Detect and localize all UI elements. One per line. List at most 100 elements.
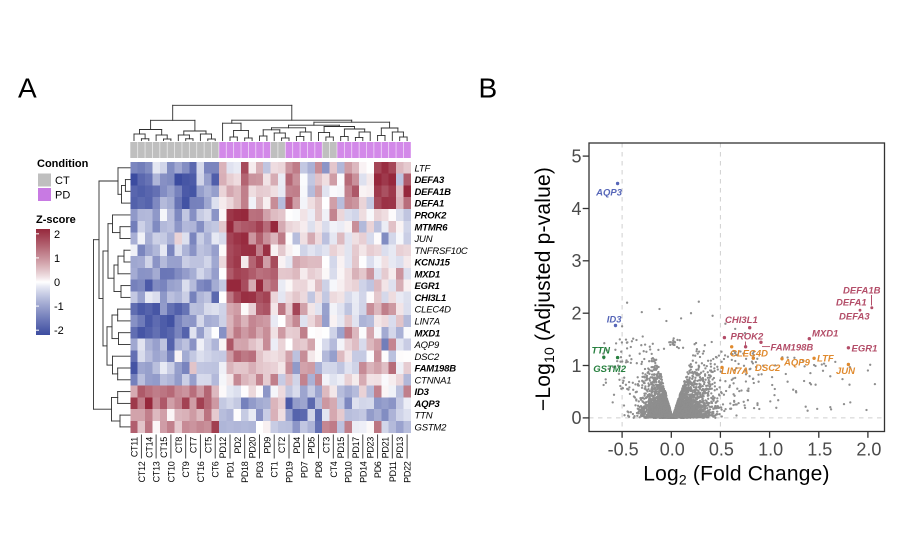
svg-text:−Log10 (Adjusted p-value): −Log10 (Adjusted p-value) (532, 167, 557, 411)
svg-text:CT: CT (55, 175, 70, 187)
svg-text:B: B (479, 73, 498, 104)
svg-text:PD3: PD3 (255, 461, 265, 478)
svg-text:MXD1: MXD1 (812, 328, 838, 339)
svg-text:DSC2: DSC2 (415, 352, 440, 363)
svg-text:PD20: PD20 (248, 437, 258, 459)
svg-text:1: 1 (571, 356, 581, 376)
svg-text:PD1: PD1 (226, 461, 236, 478)
svg-text:4: 4 (571, 199, 581, 219)
svg-text:CT3: CT3 (321, 437, 331, 453)
svg-text:AQP3: AQP3 (414, 399, 441, 410)
svg-text:FAM198B: FAM198B (771, 343, 814, 354)
svg-text:CT9: CT9 (181, 461, 191, 477)
svg-text:GSTM2: GSTM2 (415, 423, 448, 434)
svg-text:-2: -2 (54, 325, 64, 337)
svg-text:DEFA1B: DEFA1B (843, 286, 881, 297)
svg-text:TTN: TTN (592, 346, 612, 357)
svg-text:CT13: CT13 (152, 461, 162, 482)
svg-text:PD2: PD2 (233, 437, 243, 454)
svg-text:PD13: PD13 (395, 437, 405, 459)
svg-text:ID3: ID3 (415, 387, 430, 398)
svg-text:Z-score: Z-score (36, 214, 76, 226)
svg-text:PD15: PD15 (336, 437, 346, 459)
svg-text:2: 2 (571, 304, 581, 324)
svg-text:1.5: 1.5 (807, 440, 832, 460)
svg-text:CLEC4D: CLEC4D (415, 305, 452, 316)
svg-text:LIN7A: LIN7A (415, 317, 440, 328)
svg-text:CHI3L1: CHI3L1 (725, 315, 758, 326)
svg-text:CT5: CT5 (203, 437, 213, 453)
svg-text:CT4: CT4 (329, 461, 339, 477)
svg-text:MXD1: MXD1 (415, 328, 441, 339)
svg-text:PD7: PD7 (299, 461, 309, 478)
svg-text:DEFA1: DEFA1 (836, 297, 867, 308)
svg-text:CTNNA1: CTNNA1 (415, 375, 452, 386)
svg-text:PD4: PD4 (292, 437, 302, 454)
svg-text:TTN: TTN (415, 411, 433, 422)
svg-text:DEFA3: DEFA3 (839, 312, 870, 323)
svg-text:MXD1: MXD1 (415, 269, 441, 280)
svg-text:1: 1 (54, 253, 60, 265)
svg-text:-1: -1 (54, 301, 64, 313)
svg-text:A: A (18, 73, 37, 104)
svg-text:CT16: CT16 (196, 461, 206, 482)
svg-text:CHI3L1: CHI3L1 (415, 293, 447, 304)
svg-text:PD: PD (55, 190, 70, 202)
svg-text:AQP3: AQP3 (595, 188, 623, 199)
svg-text:PD10: PD10 (344, 461, 354, 483)
svg-text:PD11: PD11 (388, 461, 398, 482)
svg-text:AQP9: AQP9 (783, 358, 811, 369)
svg-text:PD5: PD5 (307, 437, 317, 454)
svg-text:PD12: PD12 (218, 437, 228, 459)
svg-text:0: 0 (54, 277, 60, 289)
svg-text:FAM198B: FAM198B (415, 364, 457, 375)
svg-text:CT10: CT10 (166, 461, 176, 482)
svg-text:MTMR6: MTMR6 (415, 222, 449, 233)
svg-text:TNFRSF10C: TNFRSF10C (415, 246, 468, 257)
svg-text:CT12: CT12 (137, 461, 147, 482)
svg-text:CT6: CT6 (211, 461, 221, 477)
svg-text:0.5: 0.5 (709, 440, 734, 460)
svg-text:PD17: PD17 (351, 437, 361, 459)
svg-text:CT2: CT2 (277, 437, 287, 453)
svg-text:2.0: 2.0 (856, 440, 881, 460)
svg-text:-0.5: -0.5 (608, 440, 639, 460)
svg-text:PD22: PD22 (403, 461, 413, 483)
svg-text:CT1: CT1 (270, 461, 280, 477)
svg-text:JUN: JUN (414, 234, 433, 245)
svg-text:DEFA1: DEFA1 (415, 199, 445, 210)
svg-text:PD19: PD19 (285, 461, 295, 483)
svg-text:EGR1: EGR1 (852, 344, 878, 355)
svg-text:PROK2: PROK2 (731, 332, 764, 343)
svg-text:PD14: PD14 (358, 461, 368, 483)
svg-text:3: 3 (571, 251, 581, 271)
svg-text:EGR1: EGR1 (415, 281, 440, 292)
svg-text:Condition: Condition (37, 158, 89, 170)
svg-text:1.0: 1.0 (758, 440, 783, 460)
svg-text:PD18: PD18 (240, 461, 250, 483)
svg-text:PD9: PD9 (262, 437, 272, 454)
svg-text:LIN7A: LIN7A (721, 366, 749, 377)
svg-text:JUN: JUN (836, 366, 856, 377)
svg-text:CLEC4D: CLEC4D (730, 348, 768, 359)
svg-text:DEFA1B: DEFA1B (415, 187, 452, 198)
svg-text:ID3: ID3 (607, 315, 623, 326)
svg-text:LTF: LTF (817, 354, 834, 365)
svg-text:CT8: CT8 (174, 437, 184, 453)
svg-text:GSTM2: GSTM2 (593, 364, 626, 375)
svg-text:PD6: PD6 (373, 461, 383, 478)
svg-text:KCNJ15: KCNJ15 (415, 258, 451, 269)
svg-text:PD8: PD8 (314, 461, 324, 478)
svg-text:0.0: 0.0 (660, 440, 685, 460)
svg-text:DSC2: DSC2 (755, 363, 781, 374)
svg-text:0: 0 (571, 408, 581, 428)
svg-text:PROK2: PROK2 (415, 211, 448, 222)
svg-text:PD21: PD21 (381, 437, 391, 459)
svg-text:CT15: CT15 (159, 437, 169, 458)
svg-text:2: 2 (54, 229, 60, 241)
svg-text:CT7: CT7 (189, 437, 199, 453)
svg-text:CT11: CT11 (130, 437, 140, 457)
svg-text:DEFA3: DEFA3 (415, 175, 446, 186)
svg-text:LTF: LTF (415, 163, 432, 174)
svg-text:AQP9: AQP9 (414, 340, 440, 351)
